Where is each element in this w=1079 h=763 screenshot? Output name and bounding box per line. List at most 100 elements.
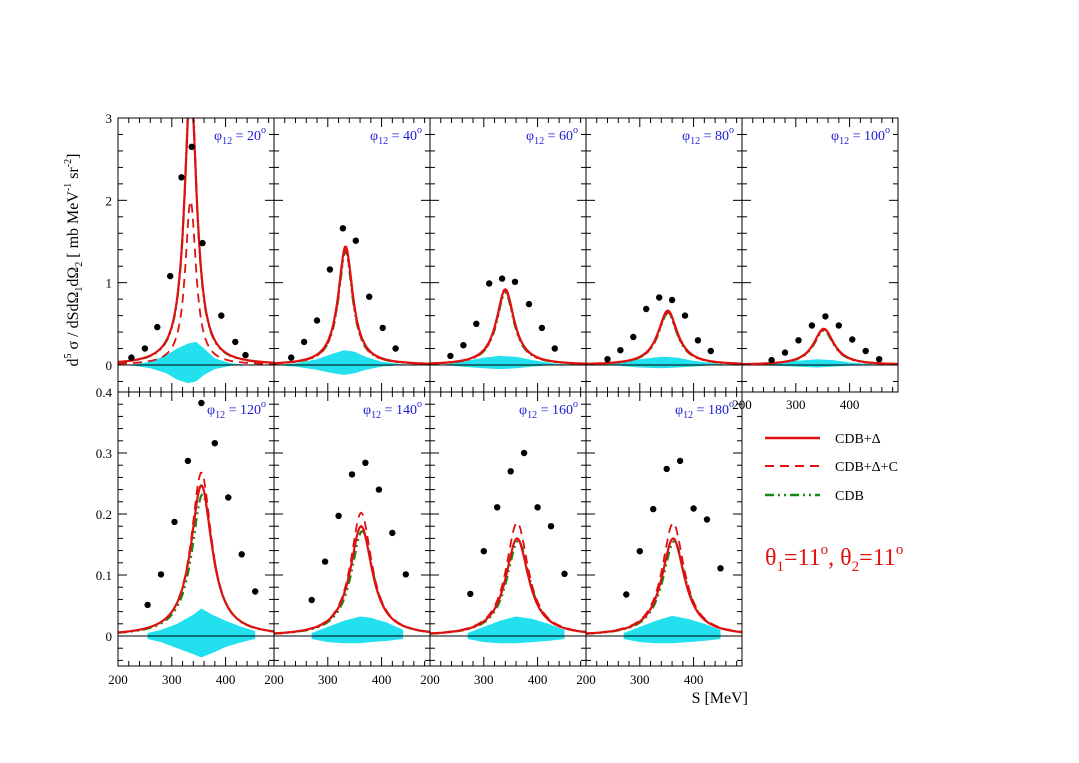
panel-plot-area [274, 459, 430, 644]
data-point [362, 459, 369, 466]
data-point [157, 571, 165, 578]
curve-cdb-delta-c [430, 289, 586, 365]
y-tick-label: 0.3 [96, 446, 112, 461]
data-point [520, 449, 528, 457]
data-point [335, 512, 342, 519]
data-point [617, 347, 624, 354]
data-point [849, 336, 856, 343]
data-point [703, 516, 711, 523]
data-point [636, 548, 643, 555]
legend: CDB+Δ CDB+Δ+C CDB [765, 432, 898, 504]
panel-phi-label: φ12 = 60o [526, 125, 578, 147]
curve-cdb-delta [430, 287, 586, 365]
data-point [650, 505, 657, 513]
data-point [473, 320, 480, 327]
data-point [460, 342, 467, 349]
panel-phi-40: φ12 = 40o [273, 117, 431, 393]
data-point [252, 588, 259, 595]
data-point [238, 551, 245, 558]
curve-cdb-delta [274, 524, 430, 635]
panel-phi-label: φ12 = 160o [519, 399, 578, 421]
uncertainty-band [467, 616, 565, 644]
curve-cdb-delta [430, 537, 586, 635]
uncertainty-band [440, 355, 576, 370]
data-point [835, 322, 842, 329]
x-tick-label: 300 [162, 672, 182, 687]
panel-phi-label: φ12 = 80o [682, 125, 734, 147]
panel-phi-label: φ12 = 20o [214, 125, 266, 147]
data-point [486, 280, 493, 287]
panel-grid: φ12 = 20o φ12 = 40o φ12 = 60o φ12 = 80o φ12 … [96, 111, 899, 687]
data-point [211, 440, 218, 447]
panel-phi-label: φ12 = 140o [363, 399, 422, 421]
curve-cdb-delta [118, 484, 274, 634]
data-point [781, 349, 789, 356]
curve-cdb-delta-c [118, 471, 274, 634]
data-point [339, 225, 347, 232]
x-tick-label: 300 [786, 397, 806, 412]
uncertainty-band [311, 616, 404, 644]
x-tick-label: 200 [576, 672, 596, 687]
data-point [694, 337, 702, 344]
data-point [623, 591, 630, 598]
data-point [154, 323, 161, 331]
data-point [822, 313, 829, 320]
panel-phi-label: φ12 = 120o [207, 399, 266, 421]
data-point [389, 529, 396, 537]
panel-frame [585, 391, 743, 667]
data-point [690, 505, 697, 512]
uncertainty-band [274, 350, 420, 375]
data-point [326, 266, 334, 273]
curve-cdb [118, 118, 274, 364]
curve-cdb [274, 250, 430, 365]
x-tick-label: 400 [372, 672, 392, 687]
data-point [447, 352, 454, 360]
y-tick-label: 2 [106, 193, 113, 208]
panel-plot-area [586, 457, 742, 644]
uncertainty-band [147, 608, 256, 658]
data-point [768, 356, 775, 364]
panel-phi-80: φ12 = 80o [585, 117, 743, 393]
curve-cdb-delta-c [274, 511, 430, 635]
y-tick-label: 3 [106, 111, 113, 126]
data-point [862, 347, 869, 355]
data-point [379, 324, 386, 332]
data-point [308, 596, 315, 604]
panel-plot-area [430, 275, 586, 370]
panel-phi-label: φ12 = 180o [675, 399, 734, 421]
panel-frame [741, 117, 899, 393]
data-point [288, 354, 295, 361]
data-point [198, 399, 205, 407]
curve-cdb-delta-c [274, 249, 430, 365]
x-tick-label: 200 [108, 672, 128, 687]
data-point [534, 504, 541, 511]
legend-label-cdb-delta: CDB+Δ [835, 432, 881, 447]
data-point [188, 143, 195, 150]
data-point [141, 345, 149, 352]
data-point [178, 174, 185, 181]
x-tick-label: 400 [840, 397, 860, 412]
x-tick-label: 400 [684, 672, 704, 687]
x-tick-label: 300 [474, 672, 494, 687]
y-tick-label: 0 [106, 358, 113, 373]
data-point [561, 570, 568, 577]
data-point [199, 239, 206, 247]
data-point [242, 351, 249, 359]
curve-cdb [586, 311, 742, 366]
data-point [511, 278, 519, 285]
curve-cdb-delta [118, 118, 274, 364]
y-tick-label: 0.2 [96, 507, 112, 522]
data-point [184, 457, 192, 465]
data-point [494, 504, 501, 511]
data-point [352, 237, 359, 244]
uncertainty-band [118, 341, 253, 384]
panel-frame [273, 117, 431, 393]
curve-cdb [274, 529, 430, 635]
curve-cdb-delta [274, 245, 430, 365]
data-point [525, 300, 533, 308]
data-point [218, 312, 225, 319]
data-point [717, 565, 724, 572]
data-point [366, 293, 373, 300]
panel-plot-area [274, 225, 430, 375]
